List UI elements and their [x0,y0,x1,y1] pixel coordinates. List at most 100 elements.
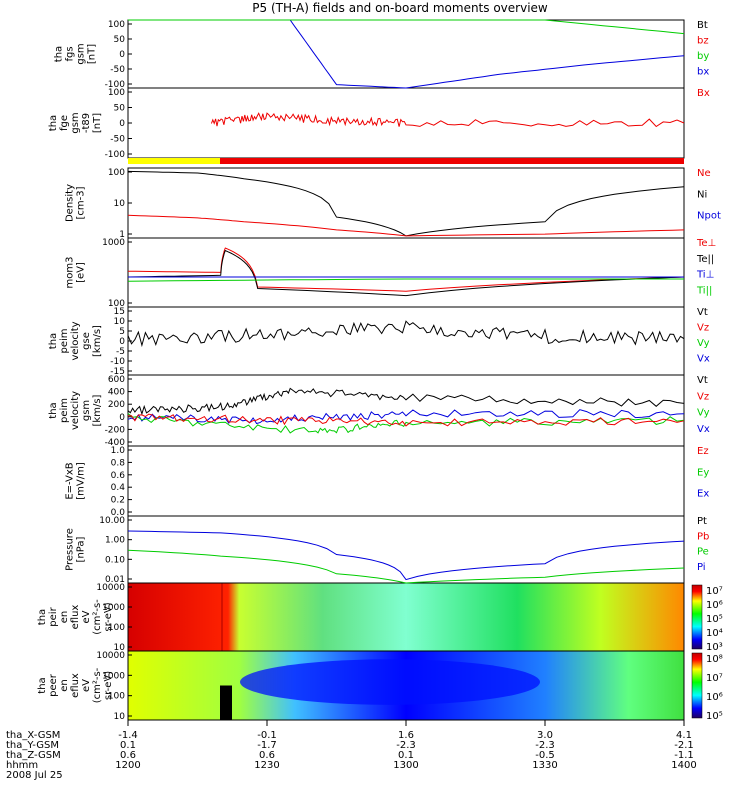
y-axis-label: gsm [76,43,87,64]
colorbar-9 [691,652,703,719]
y-tick-label: -200 [105,425,126,435]
y-axis-label: tha [48,333,59,349]
y-tick-label: 1.0 [111,446,126,456]
legend-entry: Vx [697,424,710,435]
y-tick-label: 100 [108,88,125,98]
series-line-Vz [128,413,685,427]
y-tick-label: 1000 [102,603,125,613]
legend-entry: Pb [697,531,709,542]
legend-entry: Ey [697,467,709,478]
y-tick-label: 0.01 [105,575,125,585]
y-tick-label: 0.0 [111,508,126,518]
legend-entry: Pe [697,547,709,558]
footer-ephemeris: tha_X-GSM -1.4 -0.1 1.6 3.0 4.1 tha_Y-GSM 0.1 -1… [6,720,697,781]
y-axis-label: eflux [70,605,81,630]
y-tick-label: 1000 [102,238,125,248]
footer-row-label: tha_X-GSM [6,730,60,741]
legend-entry: Ti⊥ [696,270,714,281]
series-line-Vx [127,409,685,425]
y-axis-label: (cm²-s- [92,599,103,635]
legend-entry: Pt [697,516,707,527]
y-tick-label: -50 [110,135,125,145]
y-axis-label: eV [81,679,92,692]
colorbar-label: 10⁶ [706,692,723,703]
y-tick-label: 0.10 [105,555,125,565]
series-line-Ti|| [127,278,684,282]
y-axis-label: peim [59,328,70,353]
footer-row-label: tha_Y-GSM [6,740,59,751]
legend-entry: Vz [697,391,709,402]
panel-frame-5 [127,374,685,447]
colorbar-label: 10⁷ [706,586,723,597]
y-tick-label: -10 [110,357,125,367]
series-line-Vy [127,413,685,434]
footer-value: 1230 [254,760,279,771]
legend-entry: Npot [697,211,721,222]
spectrogram-8 [128,583,684,651]
y-axis-label: tha [37,677,48,693]
y-tick-label: 10 [114,643,126,653]
footer-value: 0.6 [259,750,275,761]
y-axis-label: fgs [65,46,76,61]
y-tick-label: -400 [105,438,126,448]
panel-frame-0 [127,19,685,89]
y-axis-label: peer [48,673,59,697]
legend-entry: Vz [697,323,709,334]
y-axis-label: tha [48,402,59,418]
y-axis-label: eflux [70,673,81,698]
y-tick-label: 100 [108,20,125,30]
figure-title: P5 (TH-A) fields and on-board moments ov… [252,1,548,15]
y-axis-label: -t89 [81,113,92,133]
y-axis-label: gse [81,332,92,350]
data-gap-block [220,685,232,720]
legend-entry: Vt [697,375,708,386]
legend-entry: Bx [697,88,710,99]
y-tick-label: 50 [114,104,126,114]
y-tick-label: 1000 [102,671,125,681]
y-tick-label: 10 [114,712,126,722]
y-tick-label: 200 [108,400,125,410]
y-tick-label: 100 [108,168,125,178]
legend-entry: by [697,51,709,62]
y-tick-label: 0.2 [111,496,125,506]
y-axis-label: gsm [81,400,92,421]
footer-value: -0.5 [535,750,555,761]
y-tick-label: 10000 [96,583,125,593]
footer-value: -1.1 [674,750,694,761]
y-tick-label: 1 [119,230,125,240]
y-tick-label: 0.4 [111,483,126,493]
y-axis-label: [cm-3] [76,186,87,219]
y-tick-label: 0 [119,119,125,129]
y-axis-label: [km/s] [92,394,103,426]
y-axis-label: velocity [70,321,81,360]
y-axis-label: fge [59,115,70,131]
legend-entry: Pi [697,562,706,573]
footer-value: -1.4 [118,730,138,741]
legend-entry: bx [697,67,709,78]
footer-value: 0.6 [120,750,136,761]
legend-entry: Ne [697,168,711,179]
y-tick-label: 100 [108,692,125,702]
y-tick-label: 0.8 [111,458,126,468]
legend-entry: Te⊥ [696,238,716,249]
y-axis-label: Density [65,184,76,222]
legend-entry: bz [697,36,709,47]
y-tick-label: 100 [108,623,125,633]
colorbar-label: 10⁴ [706,628,723,639]
legend-entry: Ni [697,189,707,200]
legend-entry: Ez [697,446,709,457]
legend-entry: Te|| [696,254,714,265]
y-axis-label: velocity [70,391,81,430]
series-line-bx [128,19,685,89]
y-tick-label: -50 [110,65,125,75]
y-axis-label: tha [37,609,48,625]
y-axis-label: [mV/m] [76,462,87,500]
y-tick-label: 5 [119,327,125,337]
y-tick-label: 50 [114,35,126,45]
series-line-Te⊥ [127,247,685,292]
footer-value: -1.7 [257,740,277,751]
y-tick-label: -5 [116,347,125,357]
panel-frame-2 [127,167,685,239]
y-axis-label: sr-eV) [103,602,114,631]
series-line-Pe [127,549,685,584]
